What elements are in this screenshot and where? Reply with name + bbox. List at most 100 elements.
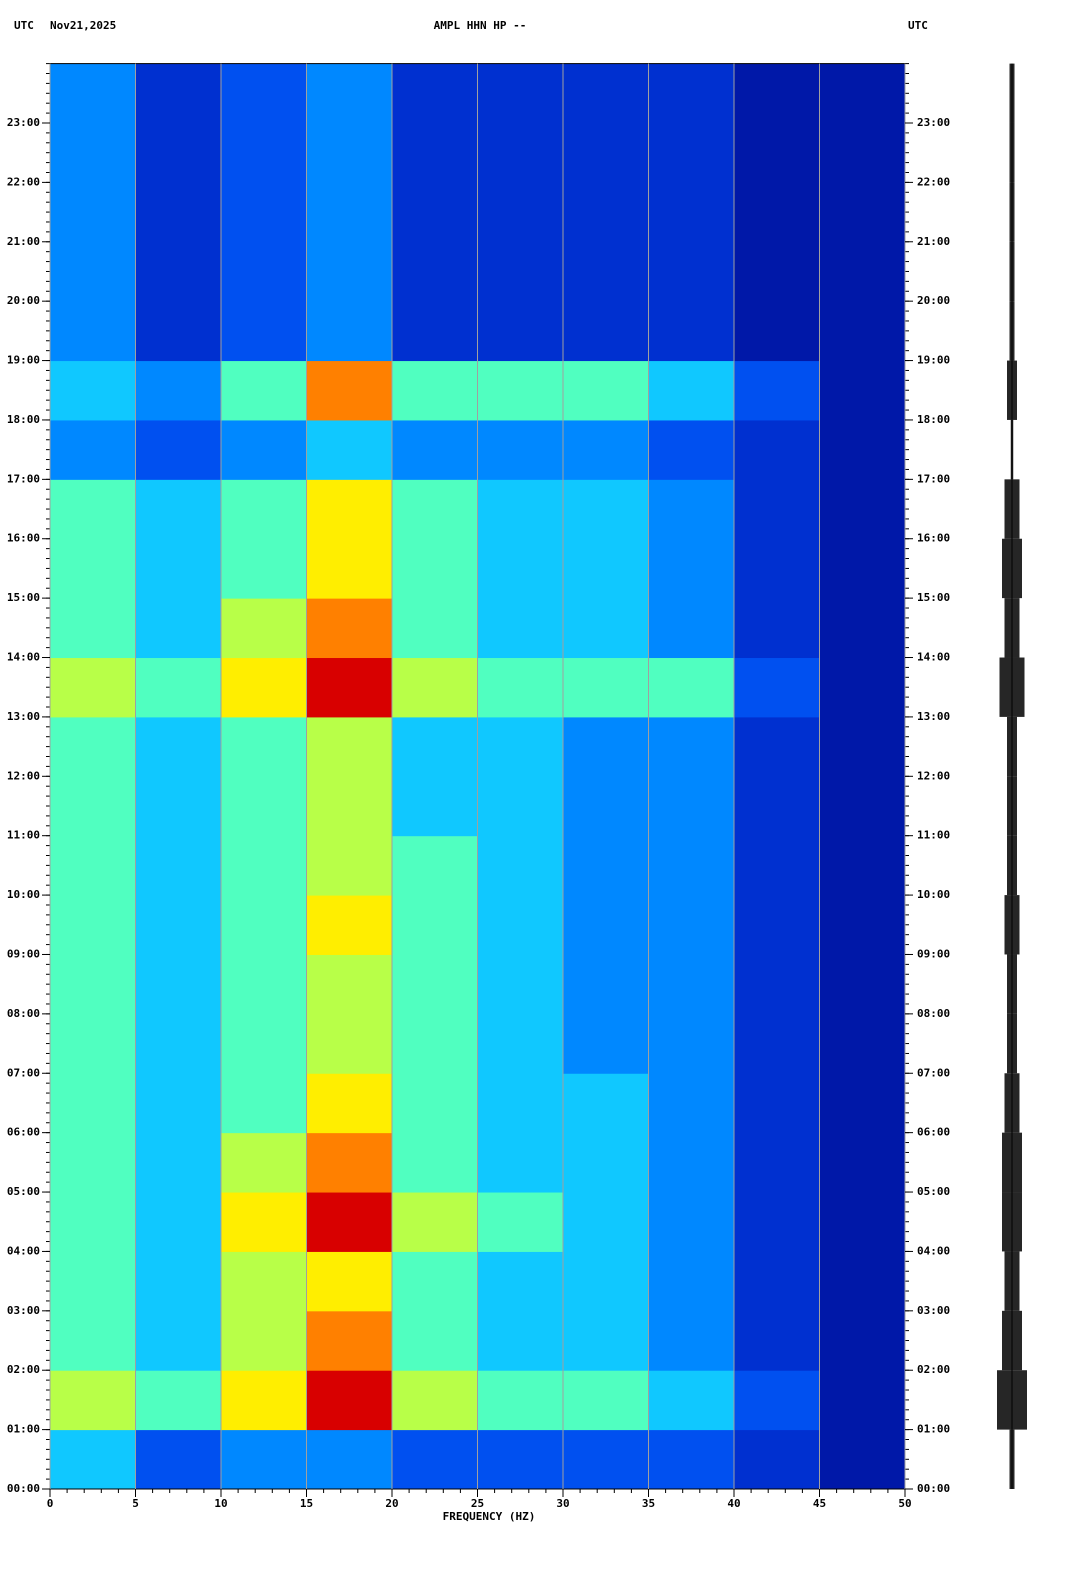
y-tick-label: 11:00 [7, 829, 40, 842]
y-tick-label: 14:00 [7, 651, 40, 664]
y-tick-label: 05:00 [7, 1185, 40, 1198]
y-tick-label: 14:00 [917, 651, 950, 664]
y-tick-label: 00:00 [7, 1482, 40, 1495]
heatmap-cell [648, 1370, 735, 1431]
y-tick-label: 12:00 [7, 769, 40, 782]
heatmap-cell [221, 1132, 307, 1193]
trace-envelope [997, 1370, 1027, 1430]
heatmap-cell [50, 122, 136, 183]
heatmap-cell [306, 954, 393, 1015]
heatmap-cell [734, 538, 820, 599]
x-tick-label: 20 [385, 1497, 398, 1510]
heatmap-cell [306, 1310, 393, 1371]
heatmap-cell [306, 241, 393, 302]
heatmap-cell [648, 538, 735, 599]
heatmap-cell [819, 1132, 906, 1193]
heatmap-cell [563, 241, 649, 302]
heatmap-cell [221, 360, 307, 421]
heatmap-cell [392, 538, 478, 599]
heatmap-cell [734, 63, 820, 124]
trace-envelope [1004, 479, 1020, 539]
heatmap-cell [306, 538, 393, 599]
heatmap-cell [648, 1192, 735, 1252]
x-tick-label: 5 [132, 1497, 139, 1510]
heatmap-cell [563, 1013, 649, 1074]
heatmap-cell [648, 301, 735, 362]
heatmap-cell [135, 1251, 222, 1312]
heatmap-cell [648, 1013, 735, 1074]
heatmap-cell [563, 538, 649, 599]
heatmap-cell [477, 419, 564, 480]
heatmap-cell [392, 657, 478, 718]
heatmap-cell [392, 1192, 478, 1252]
heatmap-cell [563, 182, 649, 243]
heatmap-cell [477, 182, 564, 243]
heatmap-cell [50, 538, 136, 599]
heatmap-cell [306, 598, 393, 659]
heatmap-cell [563, 122, 649, 183]
chart-title: AMPL HHN HP -- [434, 19, 527, 32]
trace-envelope [999, 657, 1025, 717]
heatmap-cell [819, 1251, 906, 1312]
y-tick-label: 09:00 [917, 947, 950, 960]
heatmap-cell [221, 657, 307, 718]
heatmap-cell [392, 63, 478, 124]
heatmap-cell [306, 1013, 393, 1074]
trace-envelope [1004, 895, 1020, 955]
heatmap-cell [221, 1251, 307, 1312]
heatmap-cell [221, 1310, 307, 1371]
heatmap-cell [221, 63, 307, 124]
heatmap-cell [306, 479, 393, 540]
heatmap-cell [477, 1073, 564, 1134]
trace-envelope [1007, 954, 1017, 1014]
heatmap-cell [221, 182, 307, 243]
y-tick-label: 08:00 [917, 1007, 950, 1020]
heatmap-cell [819, 835, 906, 896]
y-tick-label: 21:00 [7, 235, 40, 248]
heatmap-cell [135, 657, 222, 718]
heatmap-cell [648, 182, 735, 243]
heatmap-cell [392, 895, 478, 955]
y-tick-label: 04:00 [917, 1244, 950, 1257]
y-tick-label: 08:00 [7, 1007, 40, 1020]
x-tick-label: 0 [47, 1497, 54, 1510]
heatmap-cell [648, 122, 735, 183]
heatmap-cell [648, 360, 735, 421]
y-tick-label: 21:00 [917, 235, 950, 248]
heatmap-cell [734, 122, 820, 183]
heatmap-cell [819, 419, 906, 480]
heatmap-cell [221, 954, 307, 1015]
heatmap-cell [221, 1073, 307, 1134]
heatmap-cell [734, 895, 820, 955]
trace-envelope [1009, 241, 1015, 302]
heatmap-cell [563, 419, 649, 480]
heatmap-cell [221, 895, 307, 955]
heatmap-cell [50, 895, 136, 955]
trace-envelope [1002, 1192, 1022, 1252]
heatmap-cell [221, 538, 307, 599]
heatmap-cell [563, 1073, 649, 1134]
heatmap-cell [392, 1310, 478, 1371]
heatmap-cell [734, 301, 820, 362]
heatmap-cell [221, 1013, 307, 1074]
heatmap-cell [734, 1073, 820, 1134]
heatmap-cell [135, 1132, 222, 1193]
y-tick-label: 23:00 [917, 116, 950, 129]
heatmap-cell [819, 1073, 906, 1134]
x-tick-label: 45 [813, 1497, 826, 1510]
heatmap-cell [392, 122, 478, 183]
y-tick-label: 09:00 [7, 947, 40, 960]
heatmap-cell [563, 360, 649, 421]
heatmap-cell [392, 1132, 478, 1193]
heatmap-cell [819, 122, 906, 183]
x-tick-label: 15 [300, 1497, 313, 1510]
y-tick-label: 17:00 [917, 472, 950, 485]
heatmap-cell [306, 419, 393, 480]
heatmap-cell [734, 1310, 820, 1371]
heatmap-cell [135, 1073, 222, 1134]
heatmap-cell [563, 954, 649, 1015]
x-axis-label: FREQUENCY (HZ) [443, 1510, 536, 1523]
trace-envelope [1009, 301, 1015, 361]
x-tick-label: 25 [471, 1497, 484, 1510]
